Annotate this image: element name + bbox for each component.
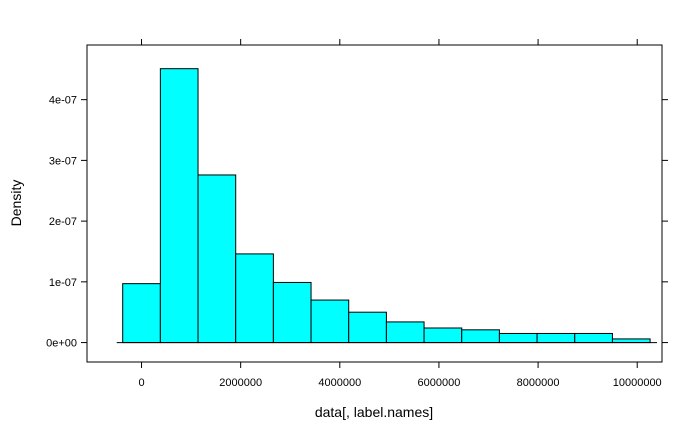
x-tick-label: 6000000 <box>418 377 461 389</box>
plot-frame <box>86 44 663 363</box>
y-tick-label: 3e-07 <box>49 155 77 167</box>
histogram-bar <box>348 311 387 344</box>
histogram-bar <box>574 332 613 344</box>
histogram-bar <box>272 281 312 344</box>
histogram-bar <box>385 321 425 344</box>
y-tick-label: 1e-07 <box>49 277 77 289</box>
histogram-bar <box>536 332 576 344</box>
x-tick-label: 4000000 <box>318 377 361 389</box>
histogram-bar <box>461 329 500 344</box>
histogram-bar <box>159 68 199 344</box>
x-tick-label: 0 <box>138 377 144 389</box>
histogram-bar <box>310 299 350 344</box>
histogram-bar <box>423 327 463 344</box>
histogram-bar <box>498 332 538 344</box>
histogram-bar <box>235 253 274 344</box>
y-tick-label: 4e-07 <box>49 95 77 107</box>
y-tick-label: 0e+00 <box>46 338 77 350</box>
histogram-bar <box>122 283 161 344</box>
x-axis-label: data[, label.names] <box>315 404 433 420</box>
y-axis: 0e+00 1e-07 2e-07 3e-07 4e-07 <box>46 95 668 350</box>
x-tick-label: 8000000 <box>517 377 560 389</box>
x-tick-label: 10000000 <box>613 377 662 389</box>
histogram-bar <box>197 174 237 344</box>
histogram-bars <box>122 68 651 344</box>
y-tick-label: 2e-07 <box>49 216 77 228</box>
histogram-bar <box>611 338 651 344</box>
y-axis-label: Density <box>8 180 24 227</box>
x-tick-label: 2000000 <box>219 377 262 389</box>
x-axis: 0 2000000 4000000 6000000 8000000 10000000 <box>138 39 662 389</box>
